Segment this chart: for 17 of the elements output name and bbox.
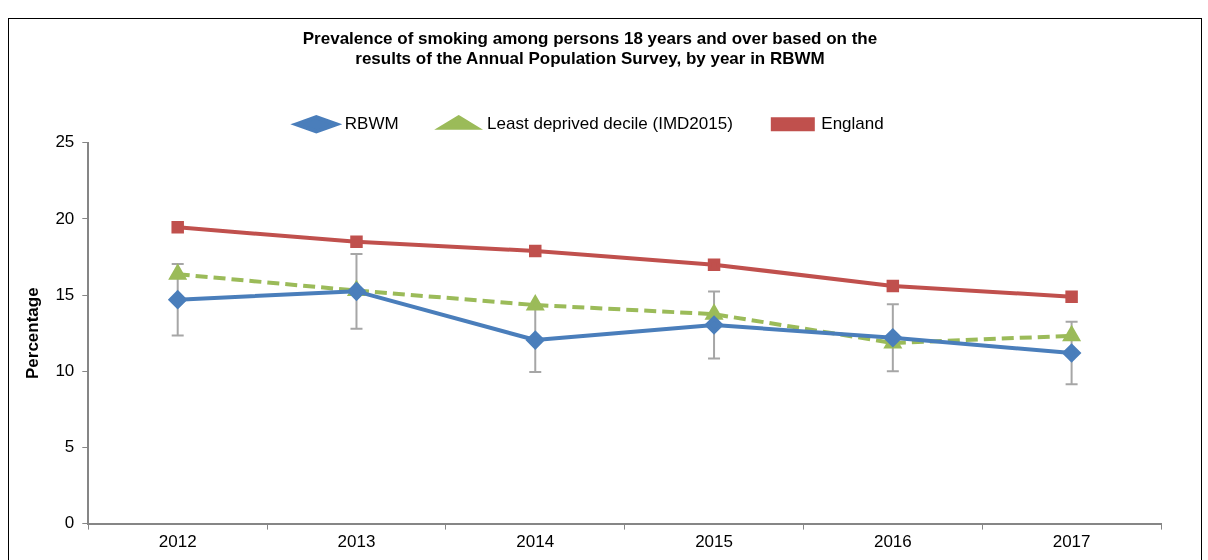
x-tick-label: 2013 [337,532,376,552]
y-tick-label: 20 [55,208,75,228]
y-axis-title: Percentage [22,287,42,380]
y-tick-label: 25 [55,132,75,152]
x-tick-label: 2012 [158,532,197,552]
y-tick-label: 15 [55,284,75,304]
legend-label: RBWM [344,113,399,133]
legend-label: Least deprived decile (IMD2015) [487,113,733,133]
x-tick-label: 2015 [695,532,733,552]
legend-label: England [821,113,884,133]
y-tick-label: 5 [64,437,75,457]
x-tick-label: 2014 [516,532,555,552]
y-tick-label: 10 [55,360,75,380]
chart-title: Prevalence of smoking among persons 18 years and over based on the results of the Annual Population Survey, by year in RBWM [302,28,878,69]
x-tick-label: 2017 [1052,532,1091,552]
y-tick-label: 0 [64,513,75,533]
x-tick-label: 2016 [873,532,912,552]
